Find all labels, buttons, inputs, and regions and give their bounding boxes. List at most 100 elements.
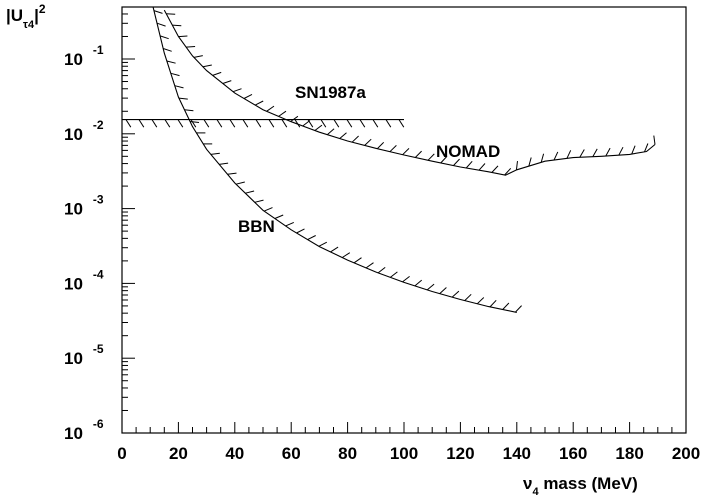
hatch-mark xyxy=(579,149,585,158)
hatch-mark xyxy=(330,246,339,253)
hatch-mark xyxy=(255,119,262,128)
x-tick-label: 40 xyxy=(225,444,244,463)
hatch-mark xyxy=(476,297,485,305)
hatch-mark xyxy=(377,267,386,274)
hatch-mark xyxy=(333,119,340,128)
hatch-mark xyxy=(318,241,328,247)
hatch-mark xyxy=(528,157,532,167)
x-tick-label: 140 xyxy=(503,444,531,463)
hatch-mark xyxy=(190,121,200,123)
hatch-mark xyxy=(553,151,559,161)
hatch-mark xyxy=(254,199,264,203)
hatch-mark xyxy=(453,158,460,166)
hatch-mark xyxy=(364,138,372,146)
hatch-mark xyxy=(159,35,169,40)
hatch-mark xyxy=(351,135,359,143)
hatch-mark xyxy=(566,150,572,159)
hatch-mark xyxy=(515,305,522,313)
hatch-mark xyxy=(166,60,176,64)
hatch-mark xyxy=(385,119,392,128)
hatch-mark xyxy=(592,148,598,157)
hatch-mark xyxy=(245,190,255,194)
hatch-mark xyxy=(210,152,220,155)
hatch-mark xyxy=(151,119,158,128)
x-tick-label: 60 xyxy=(282,444,301,463)
hatch-mark xyxy=(342,252,351,258)
hatch-mark xyxy=(320,119,327,128)
hatch-mark xyxy=(242,119,249,128)
hatch-mark xyxy=(177,119,184,128)
hatch-mark xyxy=(515,161,518,171)
hatch-mark xyxy=(170,72,180,77)
hatch-mark xyxy=(178,97,188,100)
hatch-mark xyxy=(193,55,203,58)
hatch-mark xyxy=(439,287,447,294)
y-axis-title: |Uτ4|2 xyxy=(6,2,46,31)
hatch-mark xyxy=(653,135,656,145)
y-tick-label: 10 -5 xyxy=(64,342,104,368)
curve-bbn xyxy=(152,7,517,313)
hatch-mark xyxy=(203,119,210,128)
hatch-mark xyxy=(414,279,423,287)
hatch-mark xyxy=(281,119,288,128)
hatch-mark xyxy=(212,71,222,76)
x-tick-label: 180 xyxy=(615,444,643,463)
hatch-mark xyxy=(314,124,323,131)
hatch-mark xyxy=(353,257,362,264)
series-label-sn1987a: SN1987a xyxy=(295,83,366,102)
hatch-mark xyxy=(376,141,385,150)
x-tick-label: 20 xyxy=(169,444,188,463)
hatch-mark xyxy=(296,228,305,234)
hatch-mark xyxy=(216,119,223,128)
hatch-mark xyxy=(346,119,353,128)
hatch-mark xyxy=(254,100,264,106)
hatch-mark xyxy=(440,156,448,164)
hatch-mark xyxy=(186,46,196,48)
hatch-mark xyxy=(264,207,273,212)
hatch-mark xyxy=(414,150,422,158)
hatch-mark xyxy=(478,163,486,171)
hatch-mark xyxy=(285,221,294,227)
x-tick-label: 100 xyxy=(390,444,418,463)
hatch-mark xyxy=(339,132,347,139)
x-tick-label: 120 xyxy=(446,444,474,463)
hatch-mark xyxy=(164,119,171,128)
y-tick-label: 10 -1 xyxy=(64,43,104,69)
hatch-mark xyxy=(125,119,132,128)
x-tick-label: 200 xyxy=(672,444,700,463)
hatch-mark xyxy=(372,119,379,128)
y-tick-label: 10 -6 xyxy=(64,417,104,443)
hatch-mark xyxy=(502,302,510,310)
series-label-nomad: NOMAD xyxy=(436,142,500,161)
hatch-mark xyxy=(290,115,299,122)
hatch-mark xyxy=(326,128,335,136)
hatch-mark xyxy=(451,290,460,298)
hatch-mark xyxy=(426,283,435,291)
hatch-mark xyxy=(153,10,163,14)
x-tick-label: 0 xyxy=(117,444,126,463)
hatch-mark xyxy=(389,271,398,278)
hatch-mark xyxy=(178,35,188,38)
hatch-mark xyxy=(365,262,374,269)
hatch-mark xyxy=(504,168,512,176)
hatch-mark xyxy=(402,148,410,156)
hatch-mark xyxy=(163,48,172,52)
y-tick-label: 10 -3 xyxy=(64,193,104,219)
x-tick-label: 80 xyxy=(338,444,357,463)
hatch-mark xyxy=(184,109,194,112)
hatch-mark xyxy=(266,105,275,112)
hatch-mark xyxy=(235,181,245,185)
hatch-mark xyxy=(268,119,275,128)
hatch-mark xyxy=(190,119,197,128)
hatch-mark xyxy=(278,110,287,117)
hatch-mark xyxy=(138,119,145,128)
y-tick-label: 10 -4 xyxy=(64,267,104,293)
hatch-mark xyxy=(274,214,284,219)
axis-ticks xyxy=(121,13,687,434)
hatch-mark xyxy=(294,119,301,128)
hatch-mark xyxy=(359,119,366,128)
hatch-mark xyxy=(605,147,611,157)
hatch-mark xyxy=(631,145,636,155)
hatch-mark xyxy=(156,22,166,27)
